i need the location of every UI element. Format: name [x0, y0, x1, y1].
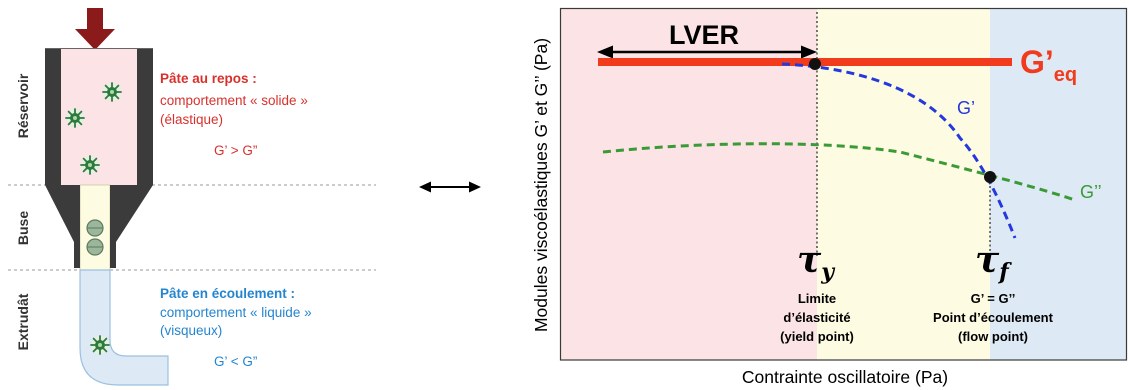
flow-point-marker — [984, 171, 996, 183]
extrudate-tube — [79, 269, 169, 386]
flow-title: Pâte en écoulement : — [160, 286, 295, 301]
double-arrow-head-right — [469, 181, 481, 193]
lver-arrow — [597, 45, 817, 59]
geq-label-main: G’ — [1020, 44, 1054, 80]
particle-icon — [80, 155, 100, 175]
nozzle-wall-right — [110, 185, 153, 268]
lver-arrow-head-left — [597, 45, 613, 59]
reservoir — [45, 48, 153, 185]
rest-behavior: comportement « solide » — [160, 93, 308, 108]
zone-flowing — [990, 8, 1127, 360]
particle-icon — [65, 108, 85, 128]
flow-behavior: comportement « liquide » — [160, 305, 312, 320]
x-axis-label: Contrainte oscillatoire (Pa) — [742, 367, 948, 387]
plot-frame — [559, 7, 1128, 361]
double-arrow-head-left — [419, 181, 431, 193]
flow-stress-symbol-main: τ — [975, 239, 1000, 281]
nozzle-particle-icon — [86, 219, 104, 256]
zone-yielding — [817, 8, 990, 360]
g-prime-label: G’ — [957, 98, 975, 118]
geq-label: G’eq — [1020, 44, 1077, 86]
g-double-prime-curve — [602, 142, 1076, 202]
particle-icon — [90, 335, 110, 355]
rest-title: Pâte au repos : — [160, 71, 257, 86]
yield-stress-symbol: τy — [797, 239, 836, 285]
yield-note-line-1: Limite — [798, 291, 836, 306]
flow-note-line-1: G’ = G’’ — [971, 291, 1016, 306]
yield-stress-symbol-sub: y — [820, 259, 836, 285]
g-prime-curve — [781, 62, 1017, 239]
yield-note-line-3: (yield point) — [780, 329, 854, 344]
yield-point-marker — [809, 58, 821, 70]
g-double-prime-label: G’’ — [1080, 182, 1102, 202]
nozzle — [45, 184, 153, 271]
geq-label-sub: eq — [1054, 64, 1077, 86]
double-arrow-icon — [419, 181, 481, 193]
flow-type: (visqueux) — [160, 323, 222, 338]
zone-linear-viscoelastic — [561, 8, 817, 360]
particle-icon — [102, 82, 122, 102]
yield-note-line-2: d’élasticité — [783, 310, 850, 325]
flow-stress-symbol: τf — [975, 239, 1012, 285]
flow-note-line-3: (flow point) — [958, 329, 1028, 344]
zone-label-nozzle: Buse — [15, 211, 31, 245]
extrusion-diagram: Réservoir Buse Extrudât — [8, 8, 376, 386]
lver-arrow-head-right — [801, 45, 817, 59]
flow-note-line-2: Point d’écoulement — [933, 310, 1054, 325]
extrudate — [79, 269, 169, 386]
nozzle-wall-left — [45, 185, 80, 268]
rest-relation: G’ > G” — [214, 143, 257, 158]
yield-stress-symbol-main: τ — [797, 239, 822, 281]
down-arrow-shaft — [87, 8, 103, 31]
zone-label-reservoir: Réservoir — [15, 73, 31, 138]
rest-type: (élastique) — [160, 112, 223, 127]
zone-label-extrudate: Extrudât — [15, 293, 31, 350]
down-arrow-icon — [75, 8, 115, 50]
y-axis-label: Modules viscoélastiques G’ et G’’ (Pa) — [531, 38, 551, 332]
flow-stress-symbol-sub: f — [997, 259, 1012, 285]
lver-label: LVER — [669, 20, 739, 50]
reservoir-wall-right — [137, 48, 153, 185]
rheology-plot: Modules viscoélastiques G’ et G’’ (Pa) C… — [531, 7, 1128, 387]
flow-relation: G’ < G” — [214, 354, 257, 369]
reservoir-wall-left — [45, 48, 61, 185]
down-arrow-head — [75, 29, 115, 50]
